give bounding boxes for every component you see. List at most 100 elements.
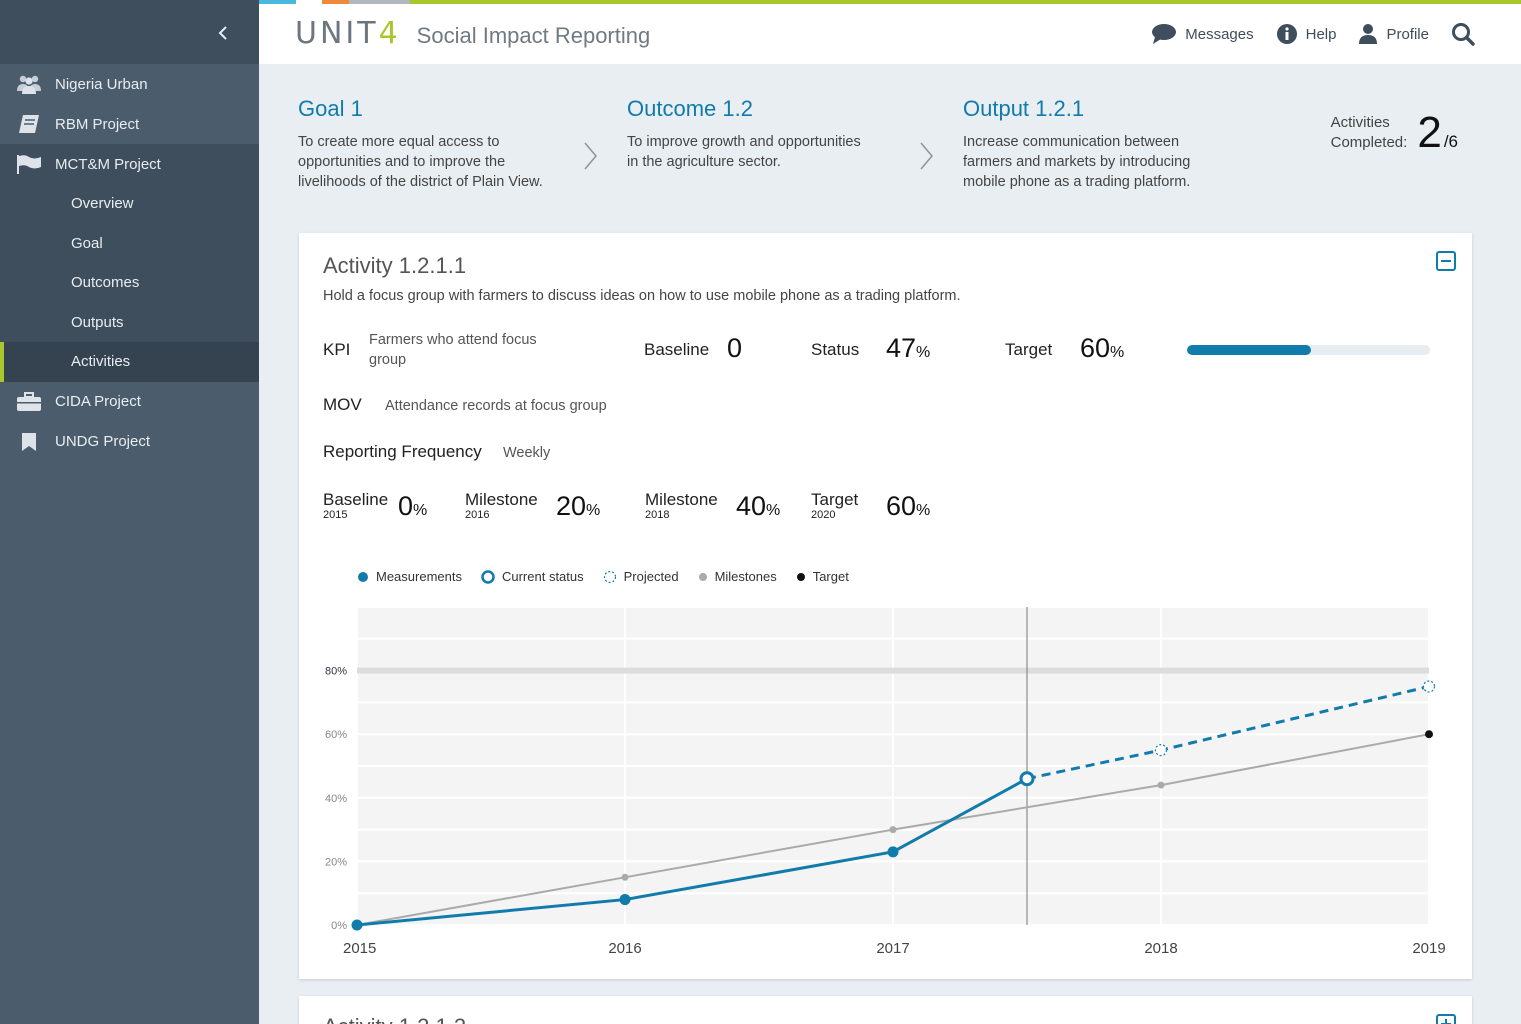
milestone-number: 0 xyxy=(398,491,414,521)
milestone-label: Milestone xyxy=(645,490,718,509)
sidebar: Nigeria Urban RBM Project MCT&M Project … xyxy=(0,0,259,1024)
profile-label: Profile xyxy=(1386,25,1429,43)
x-tick-label: 2017 xyxy=(876,940,909,957)
series-measurements-line xyxy=(356,777,1028,927)
legend-milestones[interactable]: Milestones xyxy=(698,569,777,584)
desc-line: To create more equal access to xyxy=(298,134,500,150)
color-strip-segment xyxy=(410,0,1521,4)
ring-icon xyxy=(481,569,495,584)
percent-sign: % xyxy=(916,502,931,519)
sidebar-subitem-activities[interactable]: Activities xyxy=(0,342,259,382)
desc-line: farmers and markets by introducing xyxy=(963,154,1191,170)
kpi-text-line: Farmers who attend focus xyxy=(369,332,537,348)
header-actions: Messages Help Profile xyxy=(1151,22,1483,46)
projected-point xyxy=(1422,680,1436,693)
sidebar-item-undg-project[interactable]: UNDG Project xyxy=(0,422,259,462)
kpi-text-line: group xyxy=(369,352,407,368)
y-tick-label: 0% xyxy=(331,920,347,932)
breadcrumb-output[interactable]: Output 1.2.1 Increase communication betw… xyxy=(963,96,1190,192)
x-tick-label: 2018 xyxy=(1144,940,1177,957)
goal-title: Goal 1 xyxy=(298,96,363,121)
current-status-point xyxy=(1019,771,1035,787)
milestone-2016: Milestone 2016 xyxy=(465,491,538,522)
sidebar-subitem-goal[interactable]: Goal xyxy=(0,224,259,264)
info-icon xyxy=(1276,24,1297,44)
unit4-logo: UNIT4 xyxy=(295,16,401,51)
y-tick-label: 20% xyxy=(325,856,347,868)
sidebar-item-rbm-project[interactable]: RBM Project xyxy=(0,104,259,144)
results-chain-breadcrumb: Goal 1 To create more equal access to op… xyxy=(298,96,1478,206)
milestone-value: 20% xyxy=(556,491,600,522)
mov-text: Attendance records at focus group xyxy=(385,398,607,414)
grey-dot-icon xyxy=(698,572,707,581)
desc-line: in the agriculture sector. xyxy=(627,154,781,170)
milestone-point xyxy=(621,873,629,881)
flag-icon xyxy=(16,153,42,175)
breadcrumb-outcome[interactable]: Outcome 1.2 To improve growth and opport… xyxy=(627,96,861,172)
help-button[interactable]: Help xyxy=(1276,23,1337,45)
milestone-target: Target 2020 xyxy=(811,491,858,522)
legend-projected[interactable]: Projected xyxy=(603,569,679,584)
activity-title: Activity 1.2.1.1 xyxy=(323,253,467,278)
activity-card: Activity 1.2.1.1 Hold a focus group with… xyxy=(299,233,1472,979)
sidebar-subitem-outcomes[interactable]: Outcomes xyxy=(0,263,259,303)
collapse-activity-button[interactable] xyxy=(1436,251,1456,271)
legend-label: Measurements xyxy=(376,569,462,584)
milestone-number: 20 xyxy=(556,491,587,521)
book-icon xyxy=(16,113,42,135)
chat-bubble-icon xyxy=(1152,24,1177,44)
profile-button[interactable]: Profile xyxy=(1358,23,1429,45)
messages-label: Messages xyxy=(1185,25,1254,43)
sidebar-subitem-outputs[interactable]: Outputs xyxy=(0,303,259,343)
mov-label: MOV xyxy=(323,395,362,414)
legend-current-status[interactable]: Current status xyxy=(481,569,584,584)
chevron-left-icon xyxy=(218,26,227,40)
completed-count: 2 xyxy=(1417,108,1442,157)
milestone-value: 0% xyxy=(398,491,427,522)
search-icon xyxy=(1452,23,1475,46)
reporting-frequency-label: Reporting Frequency xyxy=(323,442,482,461)
milestone-year: 2015 xyxy=(323,509,348,521)
legend-target[interactable]: Target xyxy=(796,569,849,584)
sidebar-subitem-overview[interactable]: Overview xyxy=(0,184,259,224)
percent-sign: % xyxy=(586,502,601,519)
measurement-point xyxy=(887,846,899,858)
sidebar-item-nigeria-urban[interactable]: Nigeria Urban xyxy=(0,64,259,104)
collapse-sidebar-button[interactable] xyxy=(213,22,233,44)
legend-measurements[interactable]: Measurements xyxy=(357,569,462,584)
x-tick-label: 2016 xyxy=(608,940,641,957)
filled-circle-icon xyxy=(358,571,368,582)
outcome-description: To improve growth and opportunities in t… xyxy=(627,132,861,172)
y-tick-label: 40% xyxy=(325,793,347,805)
logo-accent: 4 xyxy=(378,16,401,51)
milestone-baseline: Baseline 2015 xyxy=(323,491,388,522)
bookmark-icon xyxy=(16,431,42,453)
activity-card-2: Activity 1.2.1.2 xyxy=(299,996,1472,1024)
sidebar-subitem-label: Outcomes xyxy=(71,274,140,292)
milestone-point xyxy=(889,826,897,834)
sidebar-item-cida-project[interactable]: CIDA Project xyxy=(0,382,259,422)
label-line: Activities xyxy=(1330,114,1390,131)
desc-line: mobile phone as a trading platform. xyxy=(963,174,1191,190)
target-value: 60% xyxy=(1080,333,1124,364)
milestone-year: 2020 xyxy=(811,509,836,521)
expand-activity-button[interactable] xyxy=(1436,1014,1456,1024)
activity-description: Hold a focus group with farmers to discu… xyxy=(323,288,961,304)
help-label: Help xyxy=(1305,25,1337,43)
milestone-year: 2018 xyxy=(645,509,670,521)
kpi-text: Farmers who attend focus group xyxy=(369,330,537,370)
desc-line: opportunities and to improve the xyxy=(298,154,506,170)
search-button[interactable] xyxy=(1451,22,1483,46)
status-value: 47% xyxy=(886,333,930,364)
breadcrumb-goal[interactable]: Goal 1 To create more equal access to op… xyxy=(298,96,543,192)
header-color-strip xyxy=(259,0,1521,4)
app-logo[interactable]: UNIT4 Social Impact Reporting xyxy=(295,16,650,51)
messages-button[interactable]: Messages xyxy=(1151,23,1254,45)
x-tick-label: 2019 xyxy=(1412,940,1445,957)
sidebar-item-mctm-project[interactable]: MCT&M Project xyxy=(0,144,259,184)
measurement-point xyxy=(351,919,363,931)
briefcase-icon xyxy=(16,391,42,413)
output-description: Increase communication between farmers a… xyxy=(963,132,1190,192)
sidebar-subitem-label: Goal xyxy=(71,234,103,252)
black-dot-icon xyxy=(796,572,805,581)
